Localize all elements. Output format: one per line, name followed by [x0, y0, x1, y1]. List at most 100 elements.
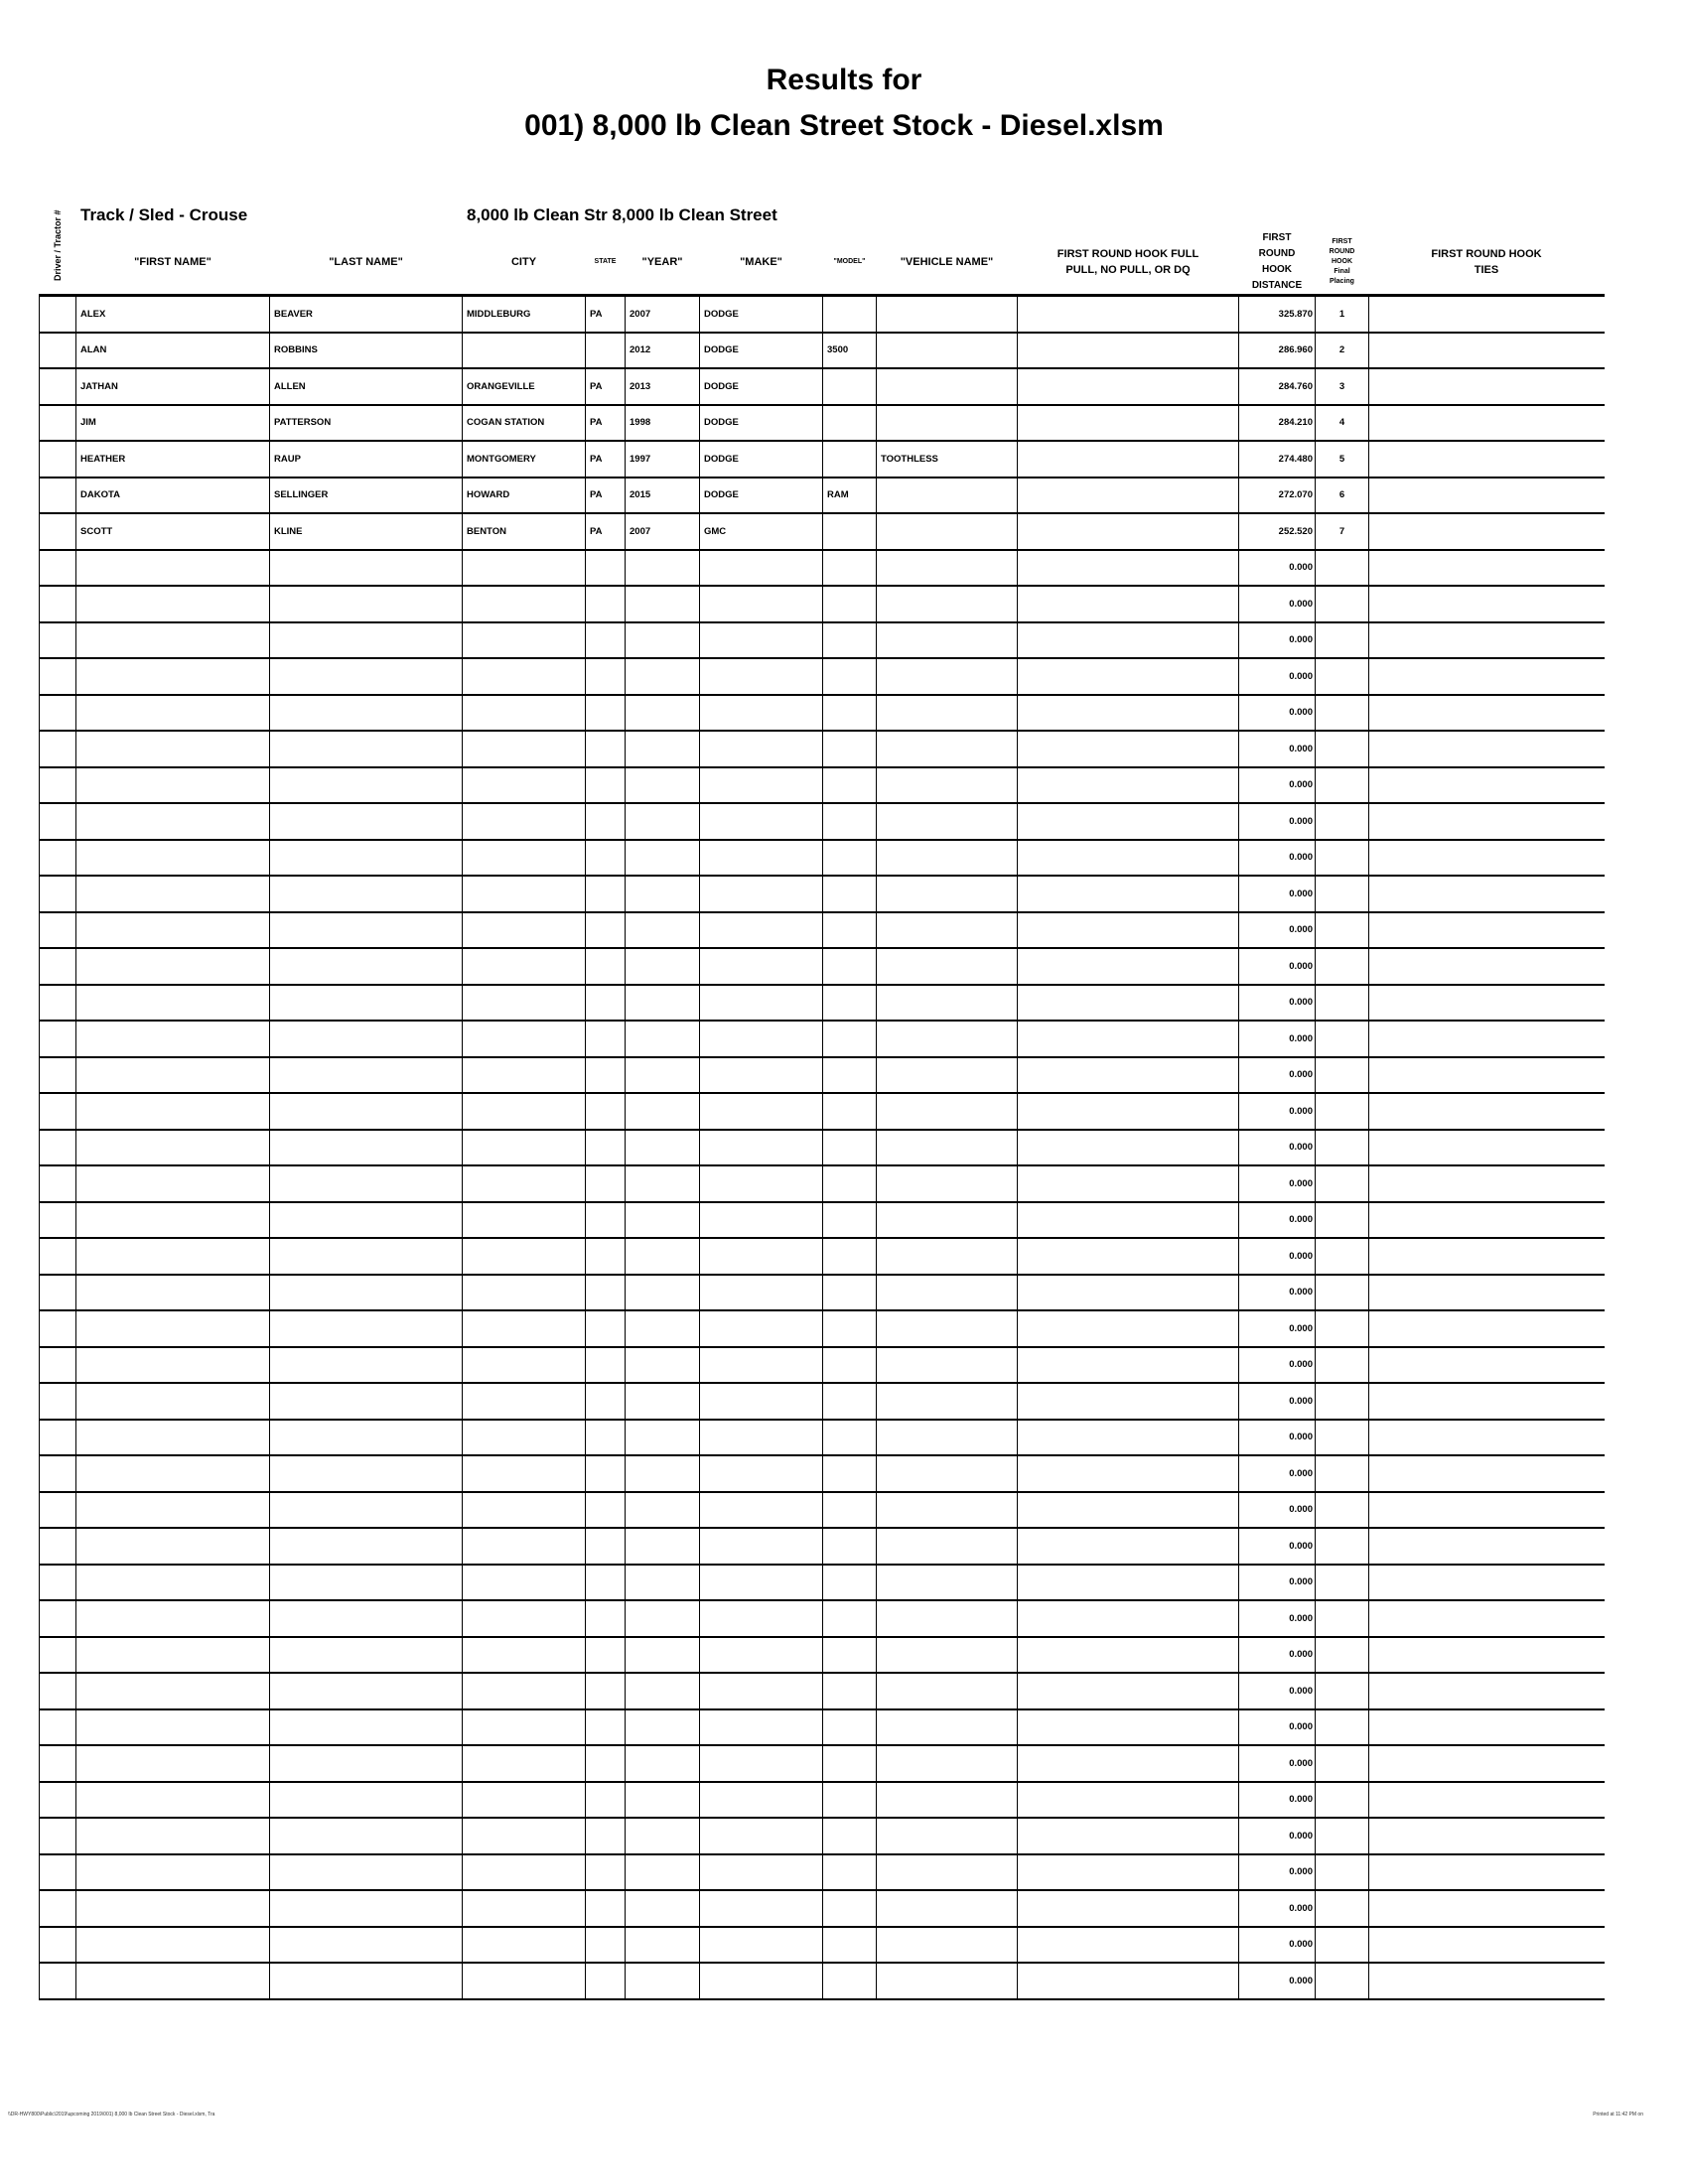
cell-year	[625, 1781, 700, 1819]
cell-distance: 0.000	[1238, 876, 1316, 913]
cell-model	[822, 839, 877, 877]
cell-distance: 0.000	[1238, 1165, 1316, 1203]
cell-placing	[1315, 1129, 1369, 1166]
cell-last-name	[269, 1419, 463, 1456]
cell-state	[585, 332, 626, 369]
cell-last-name	[269, 1238, 463, 1276]
cell-ties	[1368, 1383, 1605, 1421]
table-row: 0.000	[39, 1274, 1605, 1311]
cell-model	[822, 1383, 877, 1421]
cell-make	[699, 1963, 823, 2000]
cell-model	[822, 731, 877, 768]
cell-state	[585, 1890, 626, 1928]
cell-full-pull	[1017, 1021, 1239, 1058]
cell-distance: 272.070	[1238, 477, 1316, 514]
table-row: 0.000	[39, 1165, 1605, 1203]
cell-distance: 0.000	[1238, 1636, 1316, 1674]
cell-first-name	[75, 766, 270, 804]
header-driver-tractor: Driver / Tractor #	[39, 209, 76, 297]
cell-distance: 0.000	[1238, 1383, 1316, 1421]
cell-full-pull	[1017, 1708, 1239, 1746]
cell-last-name	[269, 1165, 463, 1203]
table-row: 0.000	[39, 1310, 1605, 1348]
cell-make	[699, 1129, 823, 1166]
cell-distance: 0.000	[1238, 621, 1316, 659]
cell-full-pull	[1017, 803, 1239, 841]
cell-last-name	[269, 766, 463, 804]
cell-year	[625, 1021, 700, 1058]
cell-model	[822, 1021, 877, 1058]
cell-last-name: PATTERSON	[269, 404, 463, 442]
table-row: DAKOTA SELLINGER HOWARD PA 2015 DODGE RAM 272.0…	[39, 477, 1605, 514]
cell-model	[822, 1129, 877, 1166]
cell-placing: 2	[1315, 332, 1369, 369]
cell-driver-tractor	[39, 368, 76, 406]
cell-ties	[1368, 1491, 1605, 1529]
cell-driver-tractor	[39, 1056, 76, 1094]
cell-placing	[1315, 1419, 1369, 1456]
table-row: 0.000	[39, 621, 1605, 659]
cell-placing	[1315, 549, 1369, 587]
cell-city	[462, 731, 586, 768]
table-row: 0.000	[39, 1745, 1605, 1783]
cell-last-name	[269, 803, 463, 841]
cell-distance: 0.000	[1238, 1853, 1316, 1891]
cell-year	[625, 1383, 700, 1421]
cell-vehicle-name	[876, 1636, 1018, 1674]
cell-placing	[1315, 1745, 1369, 1783]
cell-last-name	[269, 1745, 463, 1783]
cell-driver-tractor	[39, 549, 76, 587]
cell-distance: 0.000	[1238, 1201, 1316, 1239]
cell-year	[625, 621, 700, 659]
cell-make	[699, 839, 823, 877]
cell-first-name: HEATHER	[75, 441, 270, 478]
cell-driver-tractor	[39, 1926, 76, 1964]
cell-model	[822, 1238, 877, 1276]
cell-state	[585, 1455, 626, 1493]
cell-full-pull	[1017, 766, 1239, 804]
cell-vehicle-name	[876, 1781, 1018, 1819]
cell-model	[822, 1310, 877, 1348]
cell-make	[699, 1165, 823, 1203]
cell-driver-tractor	[39, 1129, 76, 1166]
cell-state	[585, 731, 626, 768]
cell-distance: 0.000	[1238, 948, 1316, 986]
cell-last-name	[269, 1056, 463, 1094]
cell-make	[699, 1491, 823, 1529]
cell-year	[625, 1165, 700, 1203]
cell-state	[585, 1056, 626, 1094]
cell-model	[822, 1963, 877, 2000]
cell-last-name	[269, 1491, 463, 1529]
cell-city: MIDDLEBURG	[462, 295, 586, 334]
cell-ties	[1368, 984, 1605, 1022]
cell-city	[462, 1383, 586, 1421]
cell-distance: 0.000	[1238, 1021, 1316, 1058]
cell-placing	[1315, 1346, 1369, 1384]
cell-model	[822, 1781, 877, 1819]
cell-ties	[1368, 948, 1605, 986]
cell-driver-tractor	[39, 1455, 76, 1493]
cell-full-pull	[1017, 984, 1239, 1022]
cell-placing	[1315, 1636, 1369, 1674]
cell-placing	[1315, 1310, 1369, 1348]
cell-model	[822, 1636, 877, 1674]
cell-year: 2015	[625, 477, 700, 514]
cell-distance: 0.000	[1238, 658, 1316, 696]
cell-ties	[1368, 513, 1605, 551]
cell-vehicle-name	[876, 1021, 1018, 1058]
cell-placing	[1315, 694, 1369, 732]
cell-distance: 0.000	[1238, 1491, 1316, 1529]
cell-last-name	[269, 1926, 463, 1964]
cell-distance: 0.000	[1238, 1708, 1316, 1746]
table-row: 0.000	[39, 658, 1605, 696]
cell-city: MONTGOMERY	[462, 441, 586, 478]
cell-full-pull	[1017, 477, 1239, 514]
cell-city	[462, 1346, 586, 1384]
cell-placing	[1315, 658, 1369, 696]
cell-city: ORANGEVILLE	[462, 368, 586, 406]
cell-ties	[1368, 404, 1605, 442]
table-row: 0.000	[39, 1201, 1605, 1239]
cell-year	[625, 1600, 700, 1638]
cell-full-pull	[1017, 1346, 1239, 1384]
cell-full-pull	[1017, 1528, 1239, 1566]
